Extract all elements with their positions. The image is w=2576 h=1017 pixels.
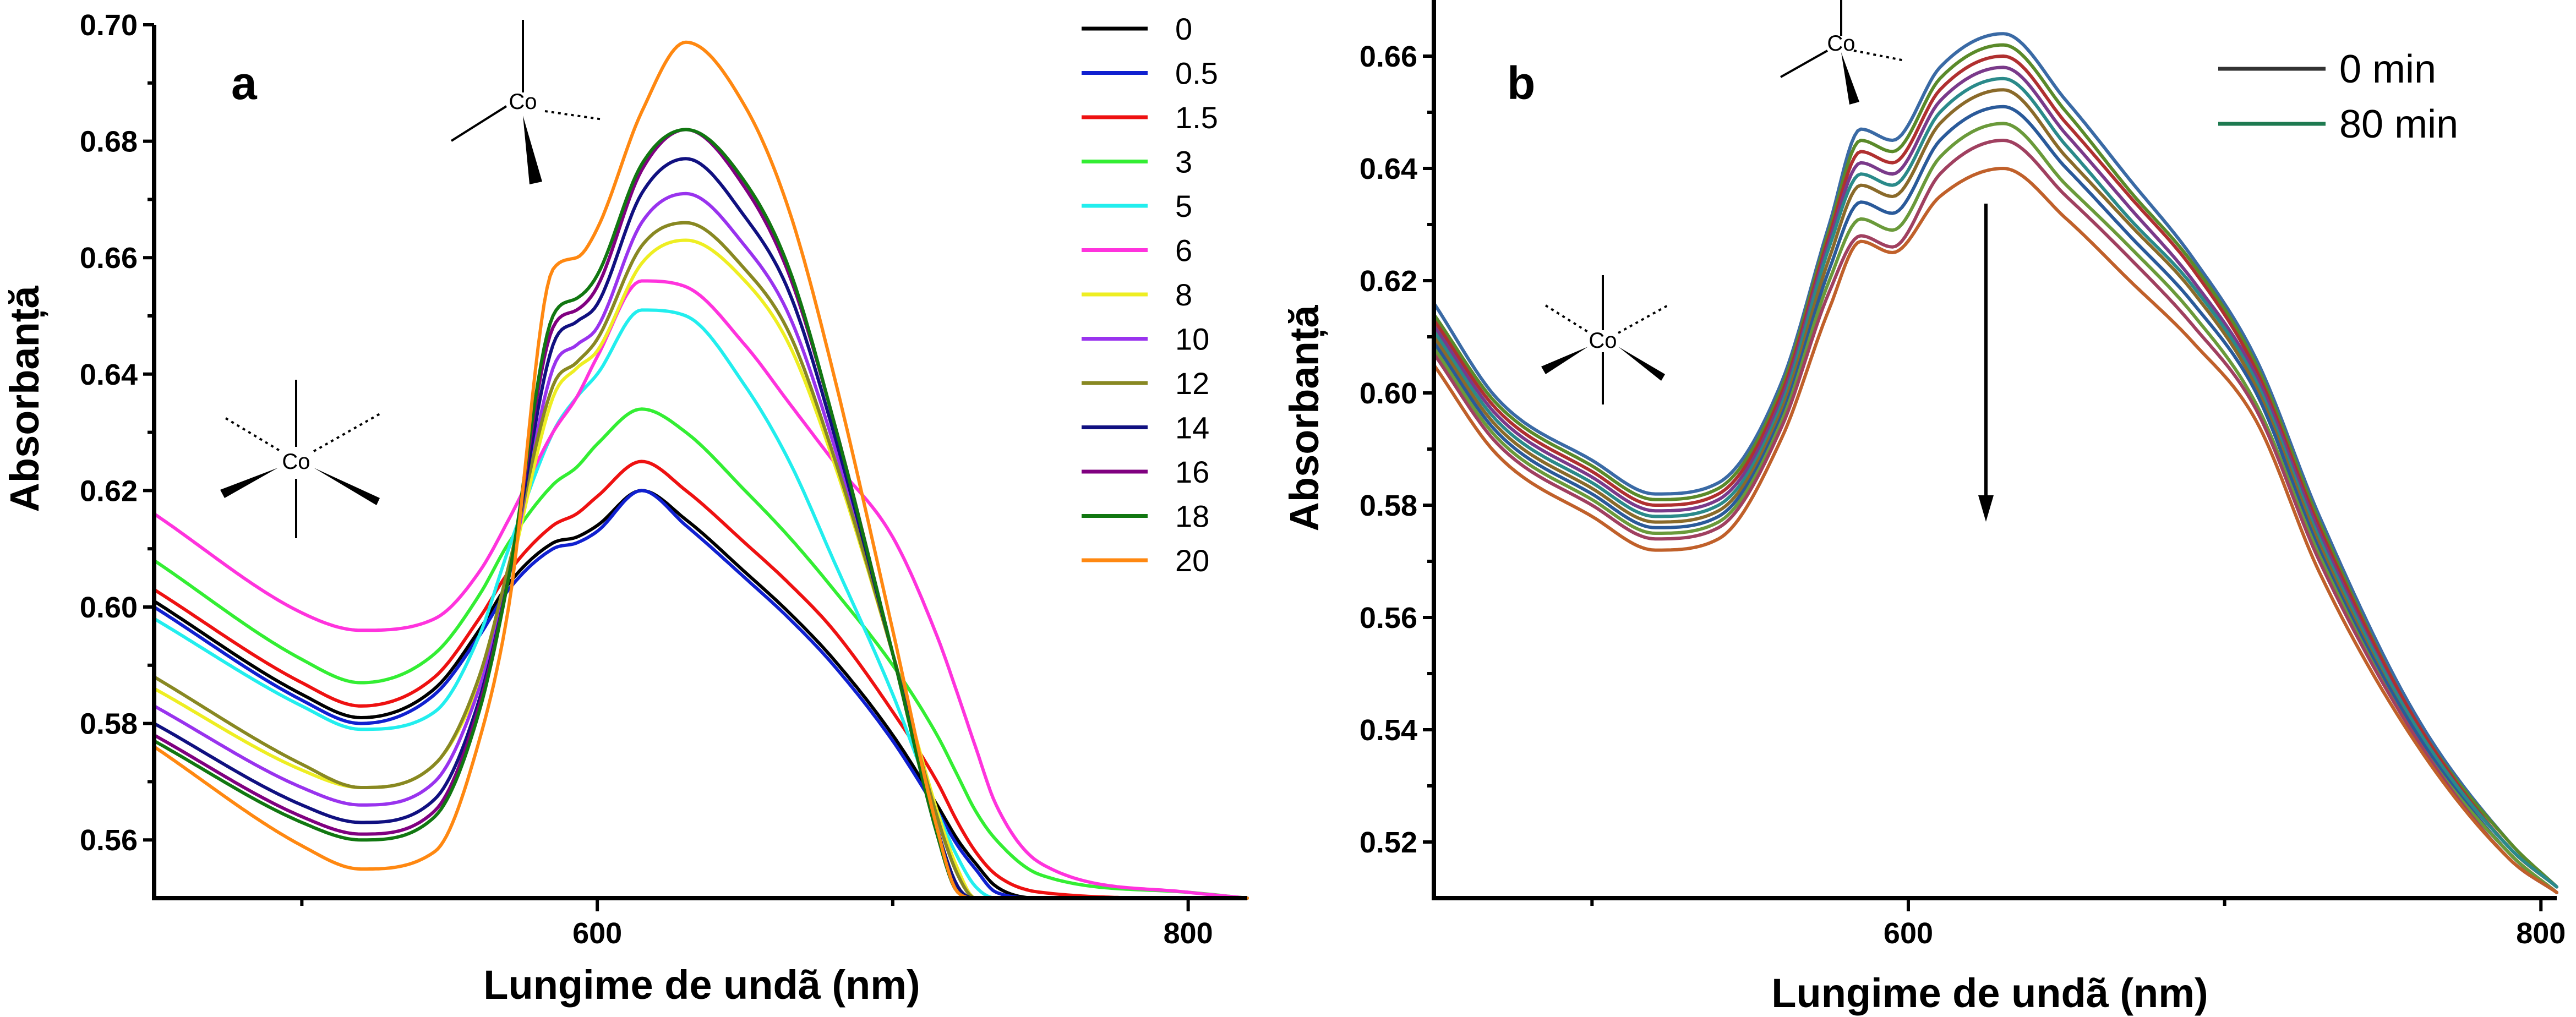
panel-a-legend: 0 0.5 1.5 3 5 6 8 10 12 14 16 18 20 (1082, 12, 1218, 578)
y-tick-label: 0.62 (1360, 265, 1417, 298)
panel-b: 0.52 0.54 0.56 0.58 0.60 0.62 0.64 0.66 600 800 b… (1281, 0, 2566, 1016)
panel-b-series-8 (1432, 139, 2558, 894)
panel-a-series-7 (152, 192, 1249, 900)
octahedral-co-structure-icon: Co (220, 380, 380, 538)
y-tick-label: 0.66 (1360, 40, 1417, 73)
panel-a-ylabel: Absorbanță (2, 286, 48, 512)
legend-entry: 3 (1175, 145, 1192, 179)
panel-b-legend: 0 min 80 min (2218, 47, 2458, 146)
panel-b-series-9 (1432, 167, 2558, 894)
legend-entry: 0 min (2339, 47, 2436, 91)
legend-entry: 5 (1175, 189, 1192, 223)
legend-entry: 80 min (2339, 102, 2458, 146)
legend-entry: 14 (1175, 411, 1209, 445)
x-tick-label: 600 (1884, 917, 1933, 950)
panel-a-label: a (231, 57, 258, 109)
octahedral-co-structure-icon-b: Co (1541, 275, 1668, 404)
panel-a-series-2 (152, 460, 1249, 900)
panel-a-ticks: 0.56 0.58 0.60 0.62 0.64 0.66 0.68 0.70 600 800 (80, 9, 1213, 950)
decrease-arrow-icon (1978, 204, 1994, 522)
octahedral-co-label-b: Co (1589, 329, 1617, 353)
y-tick-label: 0.56 (1360, 602, 1417, 635)
panel-b-xlabel: Lungime de undã (nm) (1771, 970, 2208, 1016)
legend-entry: 8 (1175, 277, 1192, 312)
legend-entry: 6 (1175, 233, 1192, 268)
panel-a-series-5 (152, 279, 1249, 900)
y-tick-label: 0.66 (80, 242, 138, 275)
x-tick-label: 800 (1164, 917, 1213, 950)
panel-a-series-9 (152, 157, 1249, 900)
legend-entry: 1.5 (1175, 100, 1218, 135)
panel-b-ticks: 0.52 0.54 0.56 0.58 0.60 0.62 0.64 0.66 600 800 (1360, 40, 2566, 950)
panel-b-axes (1432, 0, 2557, 900)
octahedral-co-label: Co (282, 450, 310, 474)
panel-b-series-6 (1432, 105, 2558, 894)
panel-a-series-3 (152, 407, 1249, 900)
legend-entry: 10 (1175, 322, 1209, 357)
y-tick-label: 0.64 (1360, 152, 1417, 185)
y-tick-label: 0.68 (80, 125, 138, 158)
y-tick-label: 0.54 (1360, 714, 1417, 747)
panel-b-series-2 (1432, 54, 2558, 889)
panel-b-curves (1432, 32, 2558, 894)
legend-entry: 12 (1175, 366, 1209, 401)
panel-a-xlabel: Lungime de undã (nm) (483, 962, 920, 1008)
panel-b-ylabel: Absorbanță (1281, 305, 1328, 532)
y-tick-label: 0.64 (80, 358, 138, 391)
legend-entry: 18 (1175, 499, 1209, 534)
panel-b-series-7 (1432, 122, 2558, 894)
legend-entry: 0 (1175, 12, 1192, 46)
tetrahedral-co-label-b: Co (1827, 31, 1855, 56)
panel-a-series-4 (152, 308, 1249, 900)
y-tick-label: 0.70 (80, 9, 138, 42)
y-tick-label: 0.58 (80, 708, 138, 741)
x-tick-label: 600 (572, 917, 622, 950)
legend-entry: 0.5 (1175, 56, 1218, 91)
panel-b-series-4 (1432, 76, 2558, 889)
y-tick-label: 0.52 (1360, 826, 1417, 859)
y-tick-label: 0.56 (80, 824, 138, 857)
panel-b-series-0 (1432, 32, 2558, 889)
y-tick-label: 0.58 (1360, 489, 1417, 522)
legend-entry: 16 (1175, 455, 1209, 489)
panel-a-axes (152, 25, 1247, 900)
legend-entry: 20 (1175, 543, 1209, 578)
tetrahedral-co-structure-icon-b: Co (1780, 0, 1905, 105)
y-tick-label: 0.60 (80, 591, 138, 624)
panel-a-series-1 (152, 489, 1249, 900)
x-tick-label: 800 (2516, 917, 2566, 950)
panel-a-series-0 (152, 489, 1249, 900)
tetrahedral-co-structure-icon: Co (450, 20, 603, 184)
y-tick-label: 0.62 (80, 474, 138, 507)
y-tick-label: 0.60 (1360, 377, 1417, 410)
panel-b-label: b (1507, 57, 1535, 109)
tetrahedral-co-label: Co (509, 90, 537, 114)
